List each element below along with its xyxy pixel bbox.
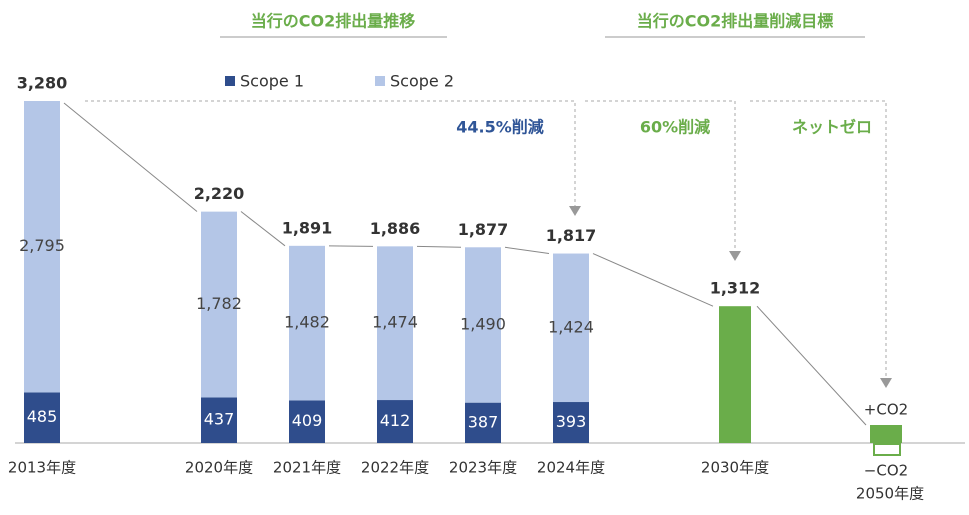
annotation: 44.5%削減 [456,118,544,137]
bar-label: 1,474 [372,313,418,332]
total-label: 1,877 [458,220,509,239]
total-label: 1,891 [282,218,333,237]
bar-segment [24,101,60,393]
total-label: 1,312 [710,279,761,298]
bar-segment [289,245,325,401]
bar-label: 1,782 [196,294,242,313]
bar-segment [201,211,237,398]
bar-label: 437 [204,410,235,429]
bar-label: 1,482 [284,313,330,332]
x-tick-label: 2024年度 [537,459,605,477]
bar-label: 393 [556,412,587,431]
minus-co2-box [873,443,901,456]
x-tick-label: 2021年度 [273,459,341,477]
x-tick-label: 2030年度 [701,459,769,477]
legend-label: Scope 1 [240,72,304,91]
annotation: ネットゼロ [792,118,872,137]
bar-segment [465,402,501,443]
x-tick-label: 2023年度 [449,459,517,477]
header: 当行のCO2排出量削減目標 [637,12,833,31]
connector [756,305,867,426]
legend-swatch [225,76,235,86]
bar-segment [553,253,589,403]
co2-label: +CO2 [864,401,908,419]
header: 当行のCO2排出量推移 [251,12,415,31]
connector [328,245,374,247]
plus-co2-box [870,425,902,443]
co2-label: −CO2 [864,462,908,480]
connector [240,211,286,247]
connector [504,246,550,255]
connector [592,253,714,307]
bar-segment [553,402,589,443]
bar-label: 485 [27,407,58,426]
legend-label: Scope 2 [390,72,454,91]
legend-swatch [375,76,385,86]
bar-segment [377,246,413,401]
bar-label: 1,424 [548,317,594,336]
dashed-guides [85,100,887,382]
target-bar [719,306,751,443]
annotation: 60%削減 [640,118,710,137]
bar-label: 412 [380,411,411,430]
bar-segment [289,400,325,443]
x-tick-label: 2020年度 [185,459,253,477]
connector [416,245,462,248]
x-tick-label: 2022年度 [361,459,429,477]
connector [63,102,198,212]
bar-segment [201,397,237,443]
x-tick-label: 2050年度 [856,485,924,503]
bar-segment [24,392,60,443]
arrowheads [569,206,892,388]
total-label: 3,280 [17,74,68,93]
bar-label: 2,795 [19,236,65,255]
total-label: 1,817 [546,226,597,245]
bar-label: 387 [468,412,499,431]
x-tick-label: 2013年度 [8,459,76,477]
bar-segment [377,400,413,443]
total-label: 2,220 [194,184,245,203]
bar-label: 409 [292,411,323,430]
bar-segment [465,247,501,403]
total-label: 1,886 [370,219,421,238]
bar-label: 1,490 [460,314,506,333]
